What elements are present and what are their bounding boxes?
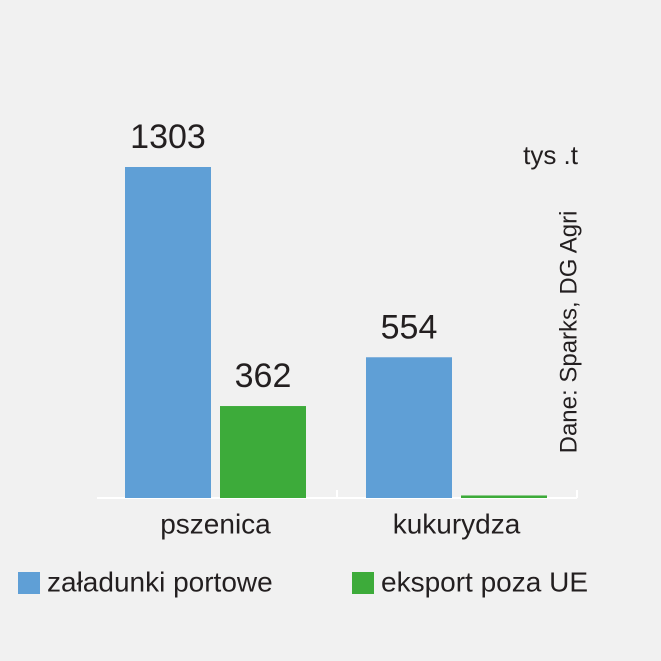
value-label: 554 — [381, 308, 438, 346]
legend-label: eksport poza UE — [381, 566, 588, 597]
legend-label: załadunki portowe — [47, 566, 273, 597]
source-note: Dane: Sparks, DG Agri — [555, 211, 582, 454]
bar — [220, 406, 306, 498]
bar — [461, 495, 547, 498]
value-label: 1303 — [130, 118, 206, 156]
x-tick-label: kukurydza — [393, 508, 521, 539]
bar — [366, 357, 452, 498]
unit-label: tys .t — [523, 140, 579, 170]
legend-swatch — [18, 572, 40, 594]
x-tick-label: pszenica — [160, 508, 271, 539]
value-label: 362 — [235, 357, 292, 395]
bar — [125, 167, 211, 498]
legend-swatch — [352, 572, 374, 594]
